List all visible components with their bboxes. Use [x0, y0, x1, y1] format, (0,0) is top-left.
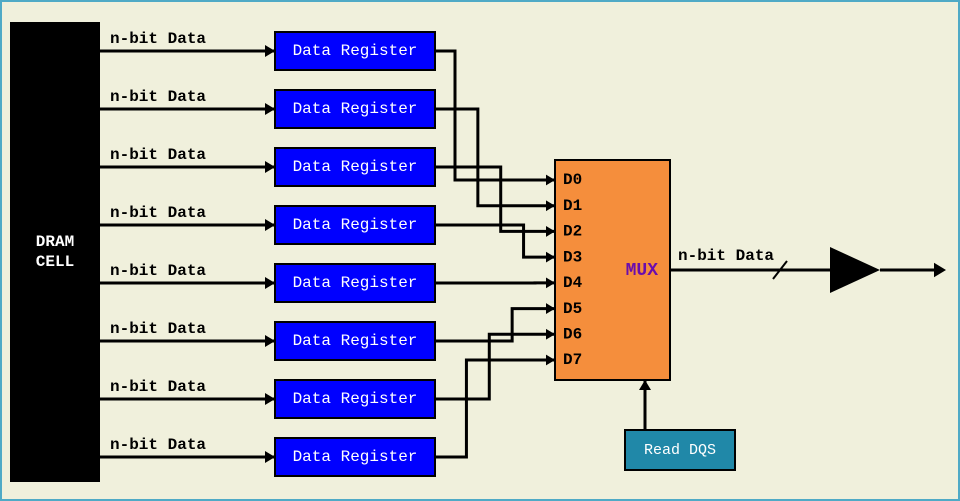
- mux-input-label: D0: [563, 171, 582, 189]
- dram-cell-label: DRAM: [36, 233, 74, 251]
- nbit-data-label: n-bit Data: [110, 436, 206, 454]
- data-register-label: Data Register: [293, 216, 418, 234]
- nbit-data-label: n-bit Data: [110, 30, 206, 48]
- data-register-label: Data Register: [293, 332, 418, 350]
- mux-input-label: D6: [563, 326, 582, 344]
- nbit-data-label: n-bit Data: [110, 204, 206, 222]
- data-register-label: Data Register: [293, 448, 418, 466]
- nbit-data-label: n-bit Data: [110, 146, 206, 164]
- mux-input-label: D4: [563, 274, 583, 292]
- data-register-label: Data Register: [293, 158, 418, 176]
- dram-cell-label: CELL: [36, 253, 74, 271]
- mux-input-label: D5: [563, 300, 582, 318]
- mux-input-label: D3: [563, 248, 582, 266]
- mux-input-label: D7: [563, 351, 582, 369]
- read-dqs-label: Read DQS: [644, 442, 716, 459]
- diagram-canvas: DRAM CELL n-bit Data Data Register n-bit Dat…: [0, 0, 960, 501]
- data-register-label: Data Register: [293, 42, 418, 60]
- mux-input-label: D2: [563, 223, 582, 241]
- mux-label: MUX: [626, 261, 659, 281]
- dram-cell: [10, 22, 100, 482]
- data-register-label: Data Register: [293, 390, 418, 408]
- mux-input-label: D1: [563, 197, 582, 215]
- data-register-label: Data Register: [293, 274, 418, 292]
- nbit-data-label: n-bit Data: [110, 378, 206, 396]
- nbit-data-label: n-bit Data: [110, 262, 206, 280]
- nbit-data-label: n-bit Data: [110, 320, 206, 338]
- data-register-label: Data Register: [293, 100, 418, 118]
- output-label: n-bit Data: [678, 247, 774, 265]
- nbit-data-label: n-bit Data: [110, 88, 206, 106]
